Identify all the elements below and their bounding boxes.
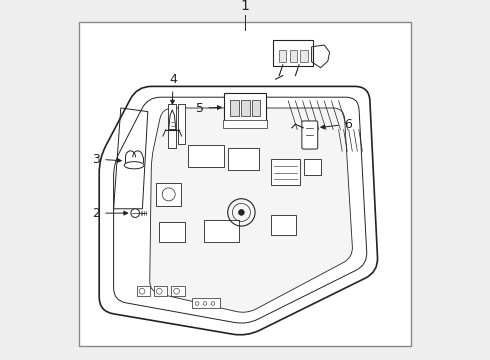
FancyBboxPatch shape (188, 145, 224, 167)
Bar (178, 104, 185, 144)
FancyBboxPatch shape (304, 159, 321, 175)
FancyBboxPatch shape (228, 148, 259, 170)
FancyBboxPatch shape (271, 159, 300, 185)
FancyBboxPatch shape (137, 286, 150, 296)
FancyBboxPatch shape (241, 100, 250, 116)
FancyBboxPatch shape (159, 222, 185, 242)
Text: 1: 1 (241, 0, 249, 13)
FancyBboxPatch shape (223, 120, 267, 128)
FancyBboxPatch shape (154, 286, 167, 296)
FancyBboxPatch shape (193, 298, 220, 308)
FancyBboxPatch shape (230, 100, 239, 116)
FancyBboxPatch shape (204, 220, 239, 242)
PathPatch shape (99, 86, 377, 335)
FancyBboxPatch shape (252, 100, 261, 116)
FancyBboxPatch shape (300, 50, 308, 62)
Text: 5: 5 (196, 102, 221, 114)
Bar (168, 104, 175, 148)
Circle shape (239, 210, 245, 215)
FancyBboxPatch shape (156, 183, 181, 206)
FancyBboxPatch shape (171, 286, 185, 296)
Text: 4: 4 (169, 73, 177, 104)
FancyBboxPatch shape (290, 50, 297, 62)
FancyBboxPatch shape (224, 93, 266, 122)
FancyBboxPatch shape (279, 50, 286, 62)
PathPatch shape (150, 108, 352, 312)
Text: 2: 2 (93, 207, 128, 220)
Text: 6: 6 (321, 118, 352, 131)
FancyBboxPatch shape (302, 121, 318, 149)
Text: 3: 3 (93, 153, 121, 166)
FancyBboxPatch shape (271, 215, 296, 235)
Circle shape (131, 209, 140, 217)
FancyBboxPatch shape (273, 40, 313, 66)
